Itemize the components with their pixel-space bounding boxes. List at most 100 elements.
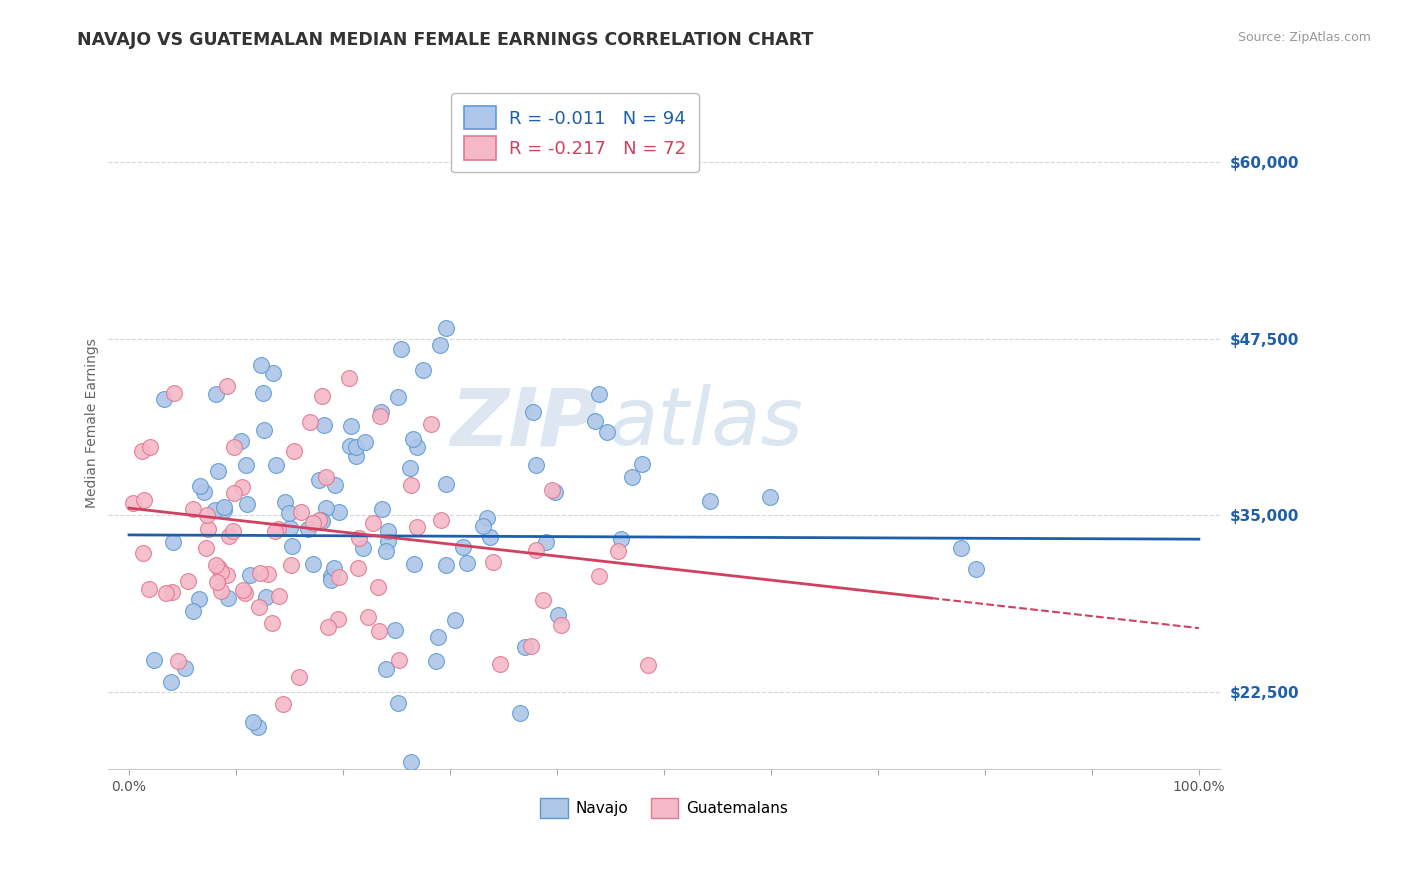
Point (596, 425, 619, 439)
Point (434, 321, 457, 335)
Point (610, 532, 633, 546)
Point (522, 405, 544, 419)
Point (349, 531, 371, 545)
Point (339, 439, 361, 453)
Point (235, 497, 257, 511)
Point (177, 574, 200, 588)
Point (217, 591, 239, 605)
Point (620, 469, 643, 483)
Point (344, 449, 367, 463)
Point (181, 604, 204, 618)
Point (370, 405, 392, 419)
Point (377, 533, 399, 548)
Point (352, 541, 374, 556)
Point (167, 655, 190, 669)
Point (252, 386, 274, 401)
Point (235, 458, 257, 472)
Point (588, 386, 610, 401)
Point (262, 366, 284, 380)
Point (434, 558, 457, 573)
Point (547, 607, 569, 622)
Point (160, 674, 183, 689)
Point (427, 631, 450, 645)
Text: ZIP: ZIP (450, 384, 598, 462)
Point (153, 392, 176, 407)
Point (637, 658, 659, 673)
Point (131, 546, 153, 560)
Point (477, 511, 499, 525)
Point (429, 337, 451, 351)
Point (214, 500, 236, 514)
Point (209, 583, 232, 598)
Point (181, 502, 204, 516)
Point (280, 558, 302, 573)
Point (312, 418, 335, 433)
Point (311, 514, 333, 528)
Point (264, 458, 287, 472)
Point (583, 414, 606, 428)
Y-axis label: Median Female Earnings: Median Female Earnings (86, 338, 100, 508)
Point (699, 494, 721, 508)
Point (344, 440, 367, 454)
Point (482, 555, 505, 569)
Point (254, 590, 277, 604)
Point (429, 513, 451, 527)
Point (316, 620, 339, 634)
Point (472, 519, 495, 533)
Point (205, 386, 228, 401)
Point (540, 483, 562, 497)
Point (163, 386, 186, 401)
Point (214, 503, 236, 517)
Point (121, 496, 143, 510)
Point (195, 541, 218, 556)
Point (402, 558, 425, 572)
Point (340, 419, 363, 434)
Point (479, 531, 502, 545)
Point (405, 441, 427, 455)
Point (488, 657, 510, 671)
Point (193, 484, 215, 499)
Point (456, 556, 478, 570)
Point (204, 502, 226, 516)
Point (139, 441, 162, 455)
Point (263, 524, 285, 538)
Point (367, 580, 389, 594)
Point (252, 423, 274, 437)
Point (451, 540, 474, 554)
Point (288, 670, 311, 684)
Point (588, 568, 610, 582)
Point (174, 661, 197, 675)
Point (197, 522, 219, 536)
Point (249, 358, 271, 372)
Point (949, 541, 972, 555)
Point (309, 513, 332, 527)
Point (328, 612, 350, 626)
Point (520, 639, 543, 653)
Point (204, 558, 226, 572)
Point (267, 589, 290, 603)
Point (434, 477, 457, 491)
Point (323, 477, 346, 491)
Point (315, 501, 337, 516)
Point (419, 417, 441, 431)
Text: atlas: atlas (609, 384, 803, 462)
Point (377, 524, 399, 539)
Point (308, 513, 330, 527)
Point (188, 479, 211, 493)
Point (283, 443, 305, 458)
Point (301, 557, 323, 571)
Point (515, 640, 537, 654)
Point (631, 457, 654, 471)
Point (606, 544, 628, 558)
Point (412, 363, 434, 377)
Point (302, 516, 325, 530)
Point (267, 522, 290, 536)
Point (222, 440, 245, 454)
Point (280, 539, 302, 553)
Point (425, 654, 447, 668)
Point (132, 493, 155, 508)
Point (308, 473, 330, 487)
Point (357, 609, 380, 624)
Point (402, 432, 425, 446)
Point (233, 586, 256, 600)
